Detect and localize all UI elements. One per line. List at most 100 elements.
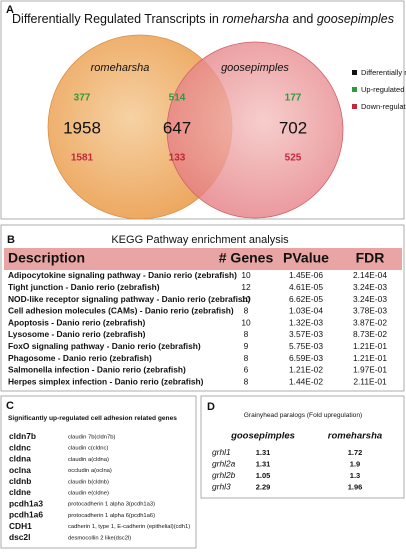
table-cell: Herpes simplex infection - Danio rerio (… [8,376,204,386]
table-cell: Cell adhesion molecules (CAMs) - Danio r… [8,306,234,316]
gene-symbol: cldnb [9,476,31,486]
title-part: and [289,12,317,26]
table-cell: 10 [241,317,251,327]
table-cell: 1.21E-01 [353,341,387,351]
down-count: 1581 [71,153,94,164]
table-cell: 9 [244,341,249,351]
gene-symbol: cldne [9,487,31,497]
header-cell: # Genes [219,250,274,266]
header-band [4,248,402,270]
table-cell: Tight junction - Danio rerio (zebrafish) [8,282,160,292]
table-cell: 3.87E-02 [353,317,387,327]
legend-entry: Down-regulated [361,102,406,111]
gene-description: protocadherin 1 alpha 6(pcdh1a6) [68,513,155,519]
panel-title: Significantly up-regulated cell adhesion… [8,415,177,422]
table-cell: Adipocytokine signaling pathway - Danio … [8,270,237,280]
gene-symbol: oclna [9,465,31,475]
total-count: 702 [279,118,307,137]
table-cell: 10 [241,294,251,304]
table-cell: 8 [244,353,249,363]
table-cell: 1.21E-01 [353,353,387,363]
table-cell: 4.61E-05 [289,282,323,292]
gene-symbol: CDH1 [9,521,32,531]
venn-title: Differentially Regulated Transcripts in … [12,12,394,26]
paralog: grhl1 [212,447,231,457]
table-cell: 6.59E-03 [289,353,323,363]
panel-title: Grainyhead paralogs (Fold upregulation) [244,412,362,419]
column-header: romeharsha [328,431,382,442]
gene-description: claudin 7b(cldn7b) [68,435,115,441]
table-cell: 2.11E-01 [353,376,387,386]
gene-description: occludin a(oclna) [68,468,112,474]
up-count: 177 [285,93,302,104]
table-cell: 5.75E-03 [289,341,323,351]
panel-label: A [6,4,14,16]
title-part: romeharsha [222,12,289,26]
paralog: grhl2b [212,470,236,480]
table-cell: 6.62E-05 [289,294,323,304]
table-cell: Salmonella infection - Danio rerio (zebr… [8,365,186,375]
table-cell: 8.73E-02 [353,329,387,339]
fold-value: 1.72 [348,448,363,457]
header-cell: FDR [356,250,385,266]
gene-symbol: pcdh1a3 [9,498,43,508]
table-cell: Apoptosis - Danio rerio (zebrafish) [8,317,145,327]
table-cell: 8 [244,329,249,339]
gene-description: cadherin 1, type 1, E-cadherin (epitheli… [68,524,190,530]
table-cell: Phagosome - Danio rerio (zebrafish) [8,353,152,363]
title-part: Differentially Regulated Transcripts in [12,12,222,26]
gene-description: claudin c(cldnc) [68,446,108,452]
table-cell: 3.57E-03 [289,329,323,339]
gene-symbol: cldn7b [9,431,36,441]
table-cell: 10 [241,270,251,280]
column-header: goosepimples [230,431,295,442]
table-cell: 1.44E-02 [289,376,323,386]
gene-description: claudin a(cldna) [68,457,109,463]
legend-swatch [352,104,357,109]
fold-value: 1.31 [256,459,271,468]
header-cell: PValue [283,250,329,266]
table-cell: 1.03E-04 [289,306,323,316]
gene-symbol: dsc2l [9,532,30,542]
table-cell: 6 [244,365,249,375]
gene-description: protocadherin 1 alpha 3(pcdh1a3) [68,502,155,508]
table-cell: 3.24E-03 [353,282,387,292]
panel-c-frame [0,395,197,549]
table-cell: 1.32E-03 [289,317,323,327]
down-count: 133 [169,153,186,164]
table-cell: 1.97E-01 [353,365,387,375]
table-title: KEGG Pathway enrichment analysis [111,234,289,246]
gene-symbol: cldnc [9,442,31,452]
fold-value: 1.31 [256,448,271,457]
paralog: grhl3 [212,482,231,492]
panel-label: C [6,400,14,412]
total-count: 1958 [63,118,101,137]
table-cell: Lysosome - Danio rerio (zebrafish) [8,329,146,339]
panel-label: B [7,234,15,246]
gene-description: claudin e(cldne) [68,491,109,497]
fold-value: 1.9 [350,459,360,468]
panel-label: D [207,401,215,413]
table-cell: 3.24E-03 [353,294,387,304]
table-cell: 1.21E-02 [289,365,323,375]
table-cell: FoxO signaling pathway - Danio rerio (ze… [8,341,201,351]
table-cell: 8 [244,306,249,316]
fold-value: 1.05 [256,471,271,480]
legend-entry: Up-regulated [361,85,404,94]
total-count: 647 [163,118,191,137]
gene-symbol: pcdh1a6 [9,510,43,520]
table-cell: 2.14E-04 [353,270,387,280]
legend-swatch [352,87,357,92]
gene-description: desmocollin 2 like(dsc2l) [68,535,131,541]
header-cell: Description [8,250,85,266]
gene-description: claudin b(cldnb) [68,479,109,485]
table-cell: 12 [241,282,251,292]
up-count: 377 [74,93,91,104]
title-part: goosepimples [317,12,394,26]
right-circle [166,41,344,219]
set-label: goosepimples [221,62,289,74]
table-cell: 3.78E-03 [353,306,387,316]
fold-value: 1.3 [350,471,360,480]
